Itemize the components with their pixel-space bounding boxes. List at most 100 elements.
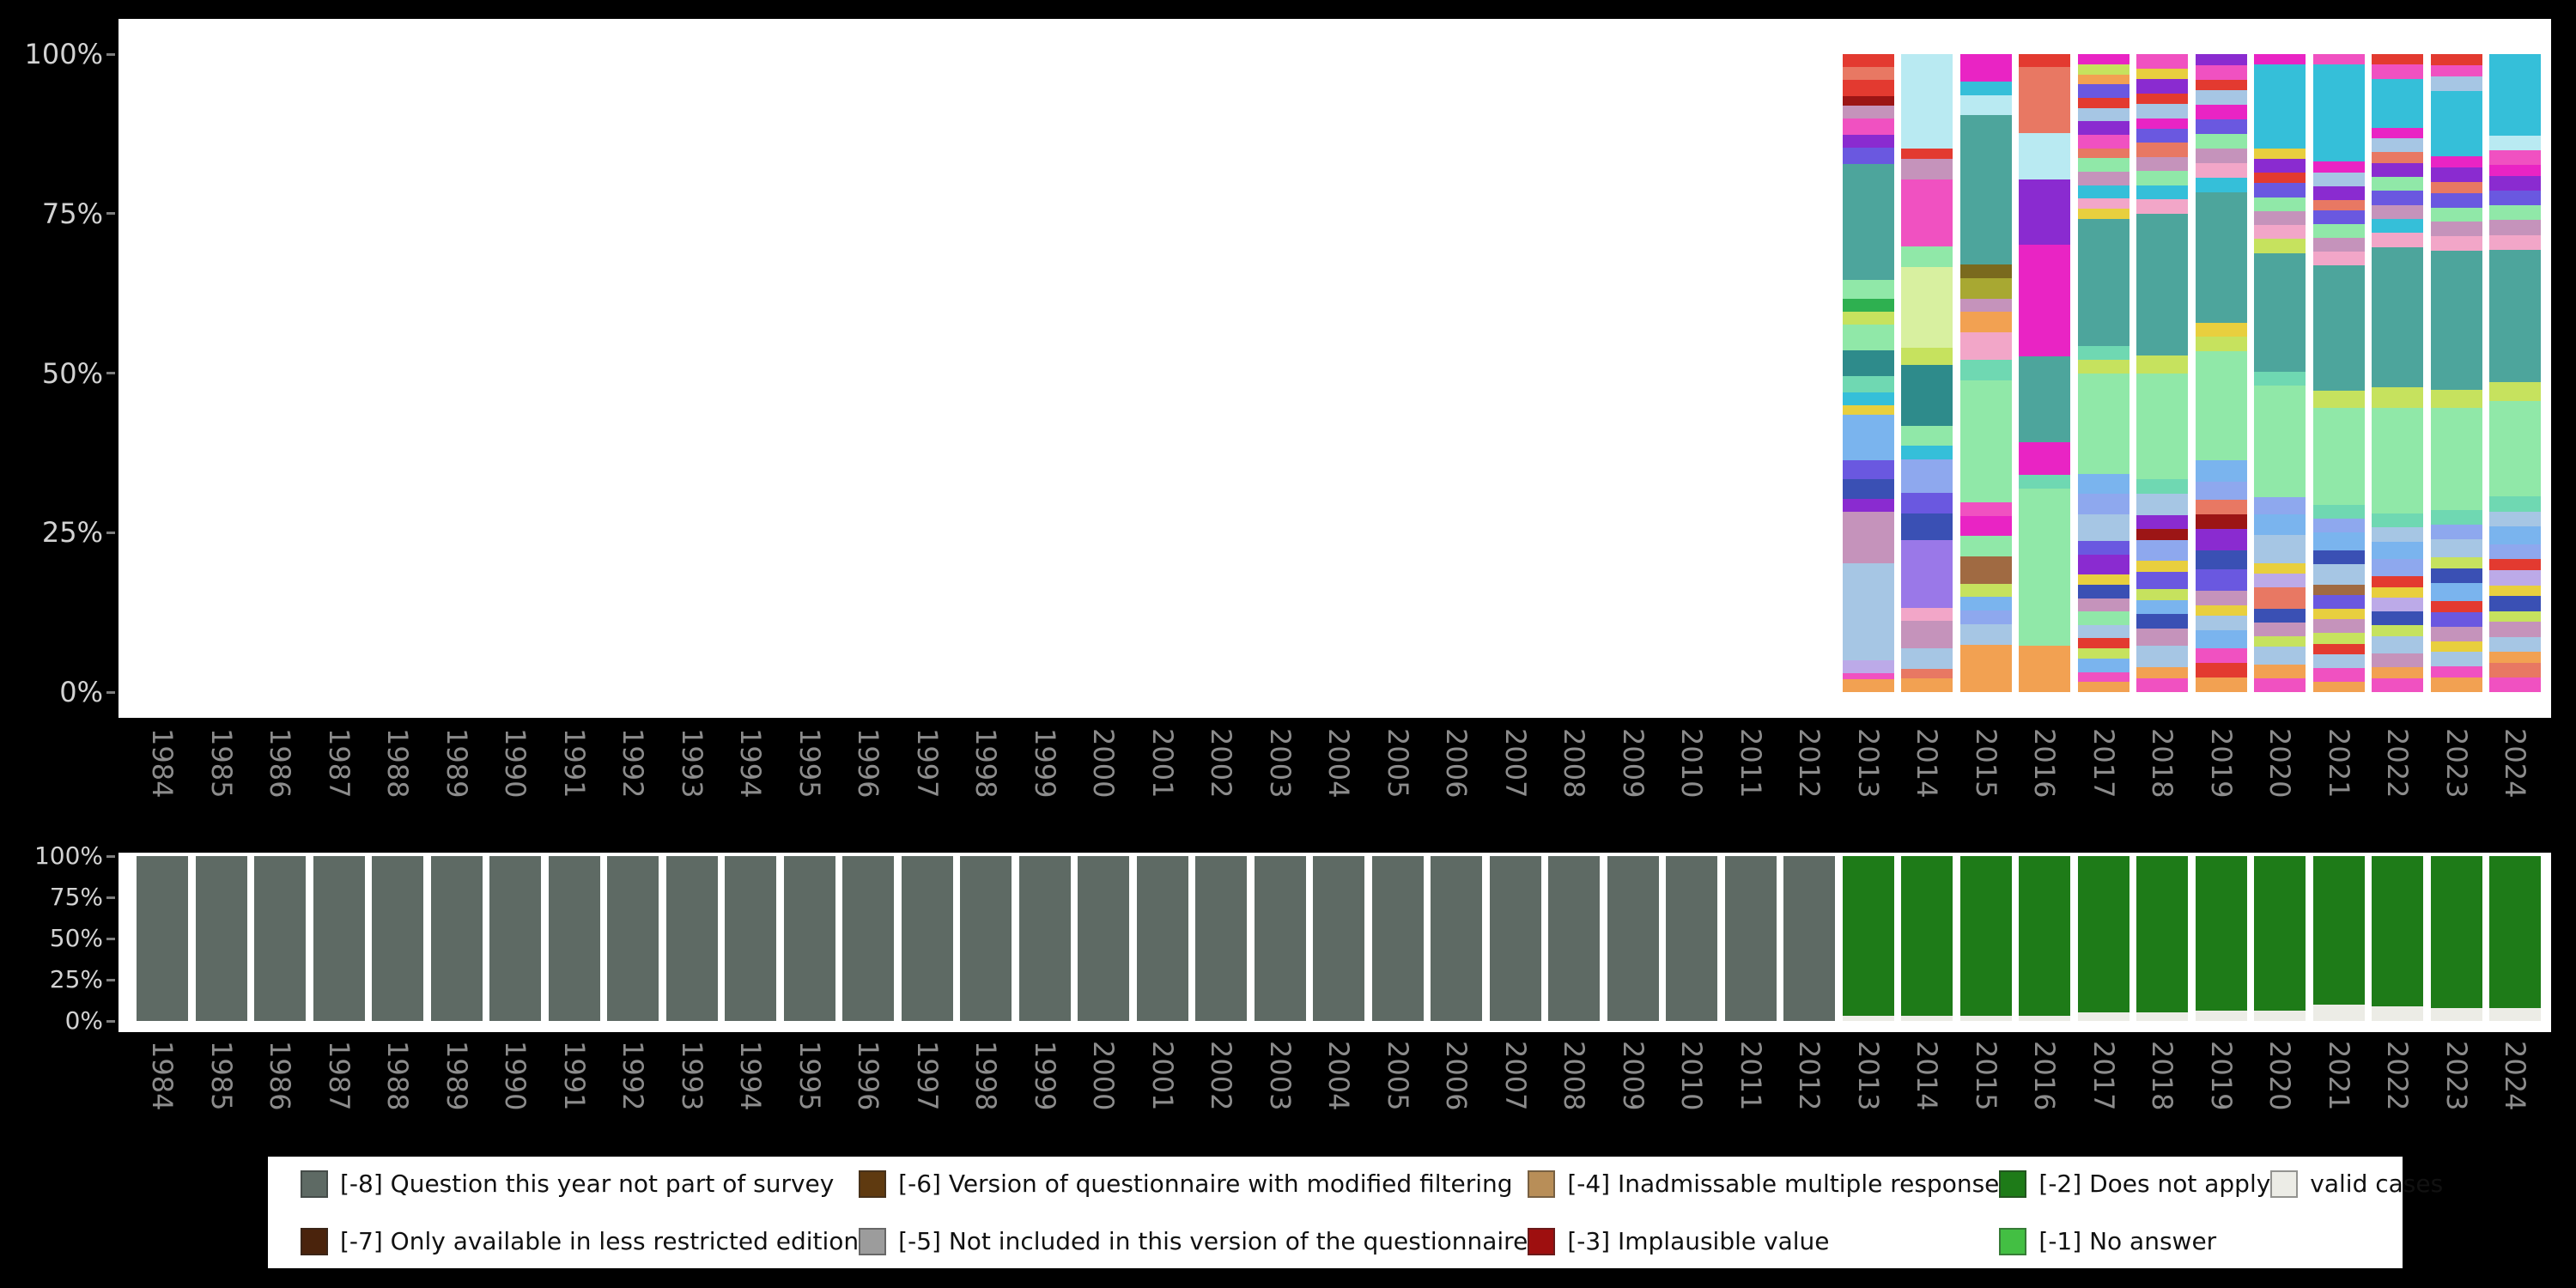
bar-segment: [1959, 54, 2012, 82]
bar-segment: [2254, 1011, 2306, 1021]
bar-segment: [2489, 135, 2541, 150]
bar-segment: [2254, 54, 2306, 65]
bar-segment: [2019, 179, 2070, 246]
bar-segment: [2312, 532, 2365, 550]
bar-segment: [1959, 312, 2012, 333]
bar-segment: [1901, 179, 1953, 247]
bottom-bar-2008: [1548, 856, 1600, 1021]
bar-segment: [2136, 856, 2188, 1013]
bar-segment: [2077, 148, 2129, 159]
bar-segment: [2430, 666, 2482, 678]
bar-segment: [2372, 152, 2423, 163]
bottom-bar-2009: [1607, 856, 1659, 1021]
legend-item: [-6] Version of questionnaire with modif…: [859, 1170, 1528, 1198]
bottom-chart-x-tick-label: 2022: [2381, 1041, 2414, 1111]
bar-segment: [1901, 246, 1953, 267]
bottom-chart-y-tick-label: 50%: [49, 924, 103, 952]
bar-segment: [2077, 598, 2129, 612]
bar-segment: [2372, 1005, 2423, 1021]
bottom-chart-y-tick-mark: [106, 854, 115, 858]
top-chart-y-tick-mark: [106, 690, 115, 694]
bar-segment: [2019, 441, 2070, 476]
bottom-bar-2016: [2019, 856, 2070, 1021]
bar-segment: [1901, 348, 1953, 365]
legend-item: [-5] Not included in this version of the…: [859, 1227, 1528, 1255]
bottom-chart-x-tick-label: 2015: [1969, 1041, 2002, 1111]
bar-segment: [2195, 459, 2247, 483]
bar-segment: [2077, 624, 2129, 639]
bar-segment: [1842, 498, 1894, 512]
bar-segment: [2077, 198, 2129, 210]
bar-segment: [2312, 667, 2365, 682]
bar-segment: [2489, 54, 2541, 136]
bar-segment: [2077, 64, 2129, 75]
top-chart-x-tick-label: 2013: [1851, 728, 1885, 799]
bottom-chart-x-tick-label: 2017: [2087, 1041, 2120, 1111]
bottom-chart-x-tick-label: 2024: [2499, 1041, 2531, 1111]
bar-segment: [2195, 191, 2247, 323]
bar-segment: [2077, 84, 2129, 99]
bar-segment: [2489, 175, 2541, 191]
top-chart-x-tick-label: 1993: [675, 728, 708, 799]
bar-segment: [2195, 856, 2247, 1012]
bar-segment: [2372, 611, 2423, 626]
bar-segment: [2489, 165, 2541, 176]
bar-segment: [2430, 509, 2482, 525]
top-chart-x-tick-label: 2012: [1793, 728, 1826, 799]
bar-segment: [2195, 119, 2247, 135]
bar-segment: [2077, 638, 2129, 649]
bar-segment: [1901, 149, 1953, 160]
bar-segment: [2430, 389, 2482, 408]
bar-segment: [2430, 192, 2482, 208]
bar-segment: [2372, 204, 2423, 219]
bar-segment: [2372, 127, 2423, 139]
top-chart-x-tick-label: 2014: [1911, 728, 1943, 799]
bar-segment: [2019, 67, 2070, 133]
bar-segment: [2489, 1007, 2541, 1021]
bar-segment: [1959, 380, 2012, 502]
bar-segment: [2312, 238, 2365, 252]
bar-segment: [2489, 559, 2541, 571]
bottom-bar-1987: [313, 856, 365, 1021]
legend-swatch: [859, 1227, 887, 1255]
bottom-chart-x-tick-label: 2014: [1911, 1041, 1943, 1111]
bar-segment: [1901, 54, 1953, 149]
legend-label: [-2] Does not apply: [2038, 1170, 2271, 1198]
top-bar-2023: [2430, 54, 2482, 692]
top-chart-y-tick-mark: [106, 372, 115, 374]
bottom-chart-x-tick-label: 2011: [1734, 1041, 1767, 1111]
bar-segment: [2077, 107, 2129, 122]
bar-segment: [2077, 611, 2129, 625]
bar-segment: [2077, 209, 2129, 219]
bar-segment: [2077, 574, 2129, 585]
top-chart-x-tick-label: 1992: [617, 728, 649, 799]
legend-item: [-3] Implausible value: [1528, 1227, 1999, 1255]
bottom-bar-1986: [254, 856, 306, 1021]
bar-segment: [2430, 524, 2482, 539]
bar-segment: [2195, 337, 2247, 352]
bar-segment: [1842, 106, 1894, 119]
bar-segment: [2195, 64, 2247, 80]
legend-swatch: [2270, 1170, 2299, 1198]
legend-swatch: [1999, 1170, 2027, 1198]
bar-segment: [1842, 1016, 1894, 1021]
bar-segment: [1842, 856, 1894, 1017]
bar-segment: [2195, 482, 2247, 501]
bar-segment: [2195, 134, 2247, 149]
bottom-bar-1998: [960, 856, 1012, 1021]
bar-segment: [1901, 364, 1953, 426]
bar-segment: [1959, 623, 2012, 645]
bar-segment: [2489, 205, 2541, 221]
bar-segment: [2430, 156, 2482, 167]
bar-segment: [2254, 239, 2306, 253]
legend-label: [-6] Version of questionnaire with modif…: [898, 1170, 1513, 1198]
bar-segment: [2077, 658, 2129, 672]
bottom-bar-2007: [1489, 856, 1541, 1021]
top-chart-x-tick-label: 2009: [1616, 728, 1649, 799]
top-chart-x-tick-label: 1998: [969, 728, 1002, 799]
top-chart-x-tick-label: 2018: [2146, 728, 2178, 799]
legend-label: [-5] Not included in this version of the…: [898, 1227, 1528, 1255]
bar-segment: [2254, 636, 2306, 647]
bottom-chart-x-tick-label: 1991: [557, 1041, 591, 1111]
top-bar-2021: [2312, 54, 2365, 692]
